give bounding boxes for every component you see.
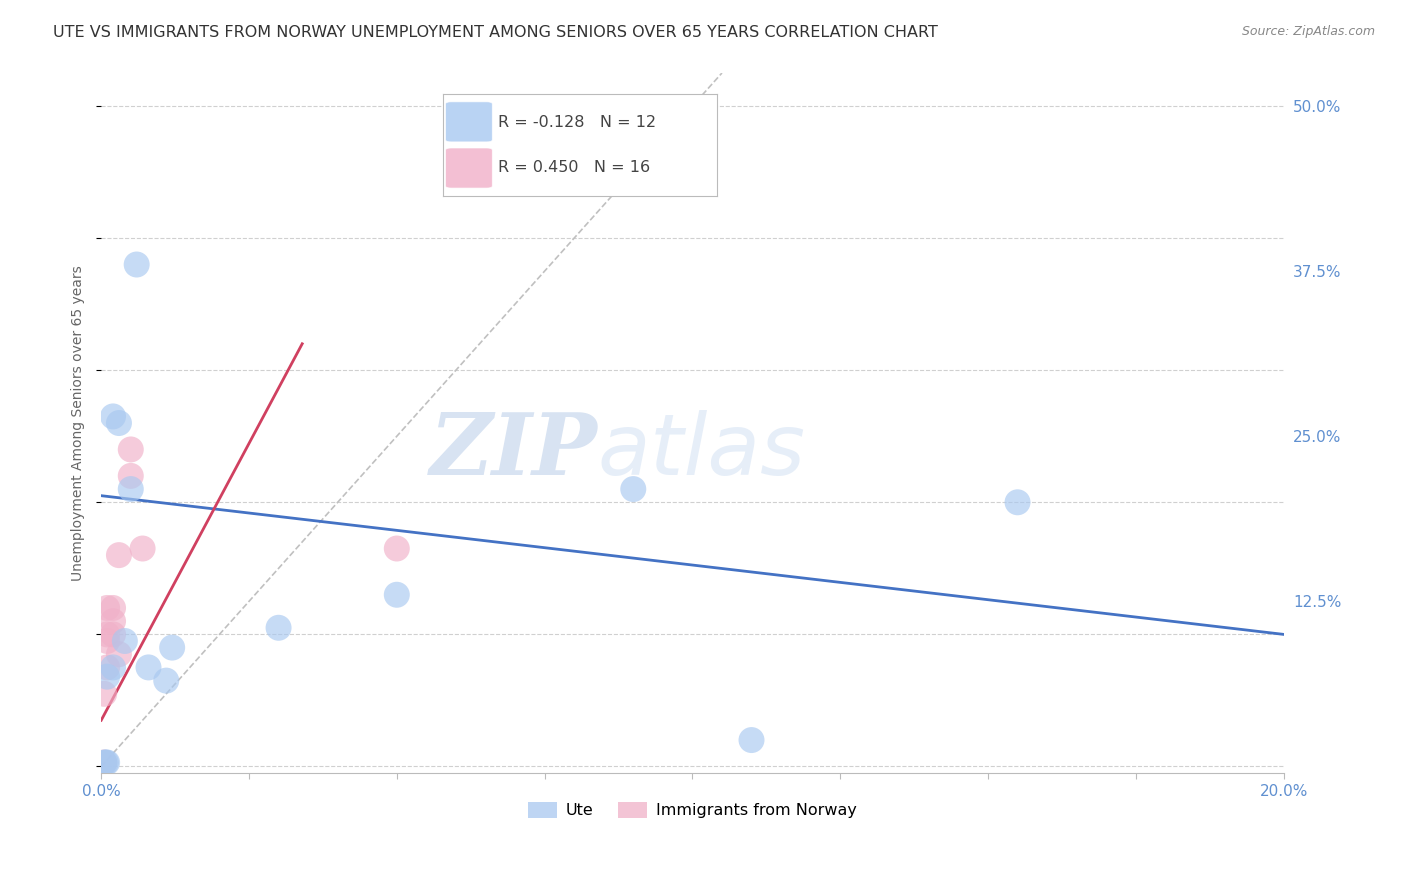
Point <box>101 614 124 628</box>
Point <box>96 660 118 674</box>
Point <box>621 482 644 496</box>
Point <box>101 627 124 641</box>
FancyBboxPatch shape <box>446 148 492 188</box>
Point <box>138 660 160 674</box>
Point <box>741 733 763 747</box>
Point <box>94 756 117 770</box>
Point <box>131 541 153 556</box>
Text: Source: ZipAtlas.com: Source: ZipAtlas.com <box>1241 25 1375 38</box>
Y-axis label: Unemployment Among Seniors over 65 years: Unemployment Among Seniors over 65 years <box>72 265 86 581</box>
Text: R = 0.450   N = 16: R = 0.450 N = 16 <box>498 160 650 175</box>
Point <box>120 482 142 496</box>
Point <box>120 468 142 483</box>
Point <box>385 588 408 602</box>
Point <box>93 687 115 701</box>
Point <box>385 541 408 556</box>
Point <box>93 756 115 770</box>
Point <box>160 640 183 655</box>
Point <box>108 647 131 661</box>
Point <box>93 756 115 770</box>
Point <box>96 601 118 615</box>
Point <box>108 416 131 430</box>
Point <box>155 673 177 688</box>
Point <box>96 756 118 770</box>
Point <box>101 409 124 424</box>
Point <box>96 670 118 684</box>
Point <box>1007 495 1029 509</box>
Legend: Ute, Immigrants from Norway: Ute, Immigrants from Norway <box>522 796 863 824</box>
Point <box>96 627 118 641</box>
Point <box>114 634 136 648</box>
FancyBboxPatch shape <box>446 102 492 142</box>
Point <box>125 258 148 272</box>
Text: atlas: atlas <box>598 409 806 492</box>
Point <box>120 442 142 457</box>
Point <box>101 601 124 615</box>
Point <box>267 621 290 635</box>
Text: UTE VS IMMIGRANTS FROM NORWAY UNEMPLOYMENT AMONG SENIORS OVER 65 YEARS CORRELATI: UTE VS IMMIGRANTS FROM NORWAY UNEMPLOYME… <box>53 25 938 40</box>
Text: R = -0.128   N = 12: R = -0.128 N = 12 <box>498 115 655 130</box>
Point <box>108 548 131 562</box>
Text: ZIP: ZIP <box>430 409 598 492</box>
Point <box>96 634 118 648</box>
Point <box>101 660 124 674</box>
